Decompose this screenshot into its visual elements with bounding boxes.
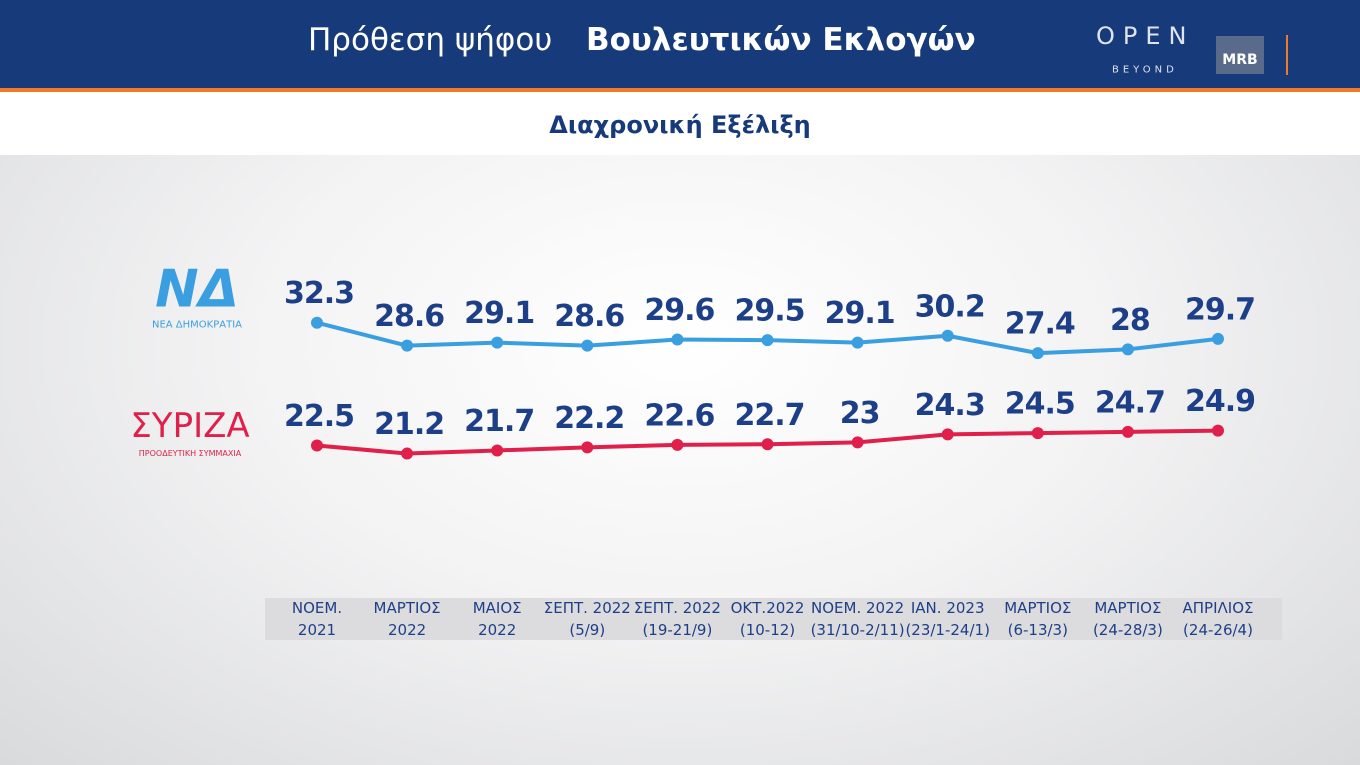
x-tick-label: ΟΚΤ.2022 (10-12): [730, 599, 805, 639]
x-tick-label: ΝΟΕΜ. 2021: [291, 599, 343, 639]
partner: MRB: [1222, 52, 1258, 68]
point: [491, 336, 504, 349]
point: [581, 339, 594, 352]
point: [311, 316, 323, 329]
brand-sub: BEYOND: [1112, 64, 1178, 76]
value-label: 29.6: [644, 293, 714, 328]
title-bold: Βουλευτικών Εκλογών: [586, 22, 976, 58]
point: [1212, 424, 1224, 437]
header-bar: Πρόθεση ψήφου Βουλευτικών Εκλογών OPEN B…: [0, 0, 1360, 88]
value-label: 28.6: [374, 299, 444, 334]
value-label: 22.2: [554, 401, 624, 436]
title-regular: Πρόθεση ψήφου: [308, 22, 553, 58]
x-tick-label: ΙΑΝ. 2023 (23/1-24/1): [905, 599, 990, 639]
subtitle-bar: Διαχρονική Εξέλιξη: [0, 92, 1360, 155]
point: [311, 439, 323, 452]
value-label: 24.3: [915, 388, 985, 423]
point: [491, 444, 504, 457]
point: [761, 334, 774, 347]
value-label: 30.2: [915, 289, 985, 324]
value-label: 22.6: [644, 398, 714, 433]
point: [941, 329, 954, 342]
value-label: 28.6: [554, 299, 624, 334]
point: [671, 333, 684, 346]
value-label: 29.7: [1185, 292, 1255, 327]
x-tick-label: ΜΑΡΤΙΟΣ 2022: [373, 599, 441, 639]
value-label: 29.1: [825, 296, 895, 331]
value-label: 21.2: [374, 407, 444, 442]
x-tick-label: ΝΟΕΜ. 2022 (31/10-2/11): [810, 599, 905, 639]
point: [401, 339, 414, 352]
legend-name: ΣΥΡΙΖΑ: [130, 406, 249, 446]
x-tick-label: ΑΠΡΙΛΙΟΣ (24-26/4): [1182, 599, 1254, 639]
point: [941, 428, 954, 441]
value-label: 24.9: [1185, 384, 1255, 419]
legend-name: ΝΕΑ ΔΗΜΟΚΡΑΤΙΑ: [152, 320, 242, 331]
value-label: 29.1: [464, 296, 534, 331]
value-label: 27.4: [1005, 307, 1075, 342]
legend-logo: ΝΔ: [155, 260, 239, 320]
point: [1212, 332, 1224, 345]
x-tick-label: ΜΑΙΟΣ 2022: [472, 599, 522, 639]
subtitle: Διαχρονική Εξέλιξη: [549, 111, 811, 139]
value-label: 21.7: [464, 404, 534, 439]
point: [1121, 343, 1134, 356]
value-label: 32.3: [284, 276, 354, 311]
value-label: 24.7: [1095, 385, 1165, 420]
value-label: 22.7: [734, 398, 804, 433]
legend-caption: ΠΡΟΟΔΕΥΤΙΚΗ ΣΥΜΜΑΧΙΑ: [139, 449, 242, 458]
value-label: 28: [1110, 303, 1150, 338]
x-tick-label: ΜΑΡΤΙΟΣ (6-13/3): [1004, 599, 1072, 639]
x-tick-label: ΣΕΠΤ. 2022 (5/9): [543, 599, 631, 639]
point: [401, 447, 414, 460]
partner-logo: MRB: [1216, 36, 1264, 74]
value-label: 24.5: [1005, 387, 1075, 422]
brand: OPEN: [1096, 22, 1195, 50]
point: [1031, 347, 1044, 360]
divider: [1286, 35, 1288, 75]
point: [581, 441, 594, 454]
value-label: 29.5: [734, 294, 804, 329]
point: [851, 336, 864, 349]
point: [851, 436, 864, 449]
value-label: 23: [840, 396, 880, 431]
value-label: 22.5: [284, 399, 354, 434]
x-tick-label: ΣΕΠΤ. 2022 (19-21/9): [633, 599, 721, 639]
point: [761, 438, 774, 451]
accent-line: [0, 88, 1360, 92]
point: [671, 438, 684, 451]
point: [1121, 425, 1134, 438]
x-tick-label: ΜΑΡΤΙΟΣ (24-28/3): [1092, 599, 1163, 639]
point: [1031, 427, 1044, 440]
category-band: [265, 598, 1282, 640]
